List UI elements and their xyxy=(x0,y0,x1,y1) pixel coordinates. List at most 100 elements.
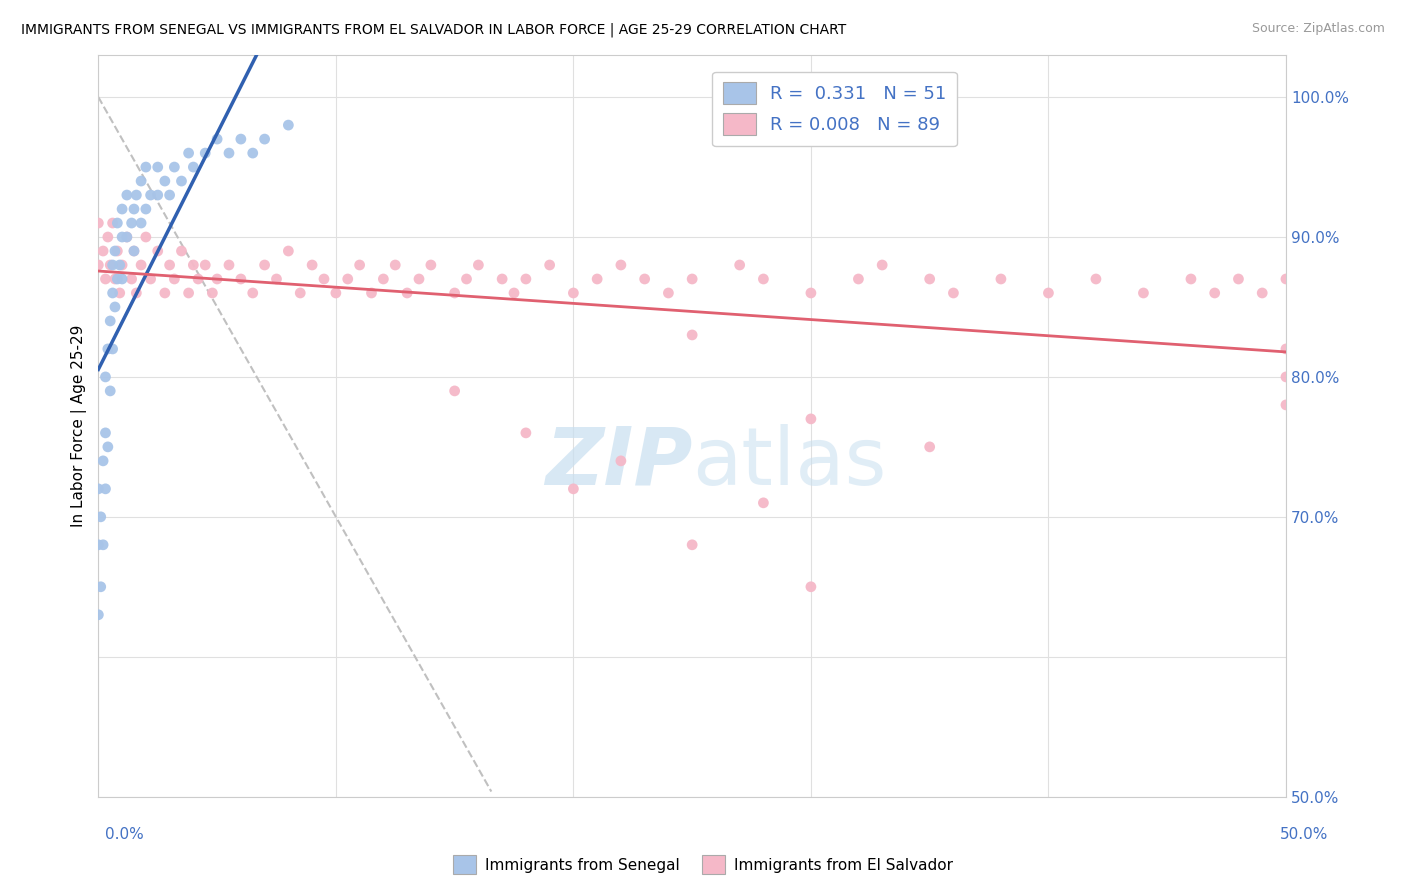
Point xyxy=(419,258,441,272)
Point xyxy=(1275,272,1298,286)
Point xyxy=(115,230,138,244)
Point xyxy=(681,272,703,286)
Point xyxy=(90,580,112,594)
Point xyxy=(135,202,157,216)
Point xyxy=(139,272,162,286)
Point xyxy=(115,188,138,202)
Point xyxy=(1038,285,1060,300)
Point xyxy=(918,272,941,286)
Point xyxy=(111,258,134,272)
Point xyxy=(153,174,176,188)
Point xyxy=(1132,285,1154,300)
Point xyxy=(253,258,276,272)
Point xyxy=(301,258,323,272)
Point xyxy=(681,328,703,343)
Point xyxy=(443,285,465,300)
Point xyxy=(194,146,217,161)
Point xyxy=(105,244,128,258)
Point xyxy=(408,272,430,286)
Point xyxy=(163,160,186,174)
Legend: R =  0.331   N = 51, R = 0.008   N = 89: R = 0.331 N = 51, R = 0.008 N = 89 xyxy=(713,71,957,146)
Point xyxy=(657,285,679,300)
Point xyxy=(159,258,181,272)
Point xyxy=(990,272,1012,286)
Point xyxy=(870,258,893,272)
Point xyxy=(153,285,176,300)
Text: Source: ZipAtlas.com: Source: ZipAtlas.com xyxy=(1251,22,1385,36)
Point xyxy=(129,258,152,272)
Point xyxy=(97,440,120,454)
Point xyxy=(242,146,264,161)
Point xyxy=(562,285,585,300)
Point xyxy=(443,384,465,398)
Point xyxy=(373,272,395,286)
Point xyxy=(177,146,200,161)
Point xyxy=(183,258,205,272)
Point xyxy=(87,258,110,272)
Point xyxy=(121,272,143,286)
Point xyxy=(728,258,751,272)
Point xyxy=(918,440,941,454)
Point xyxy=(146,244,169,258)
Text: 0.0%: 0.0% xyxy=(105,827,145,841)
Point xyxy=(129,216,152,230)
Point xyxy=(201,285,224,300)
Point xyxy=(800,412,823,426)
Point xyxy=(101,342,124,356)
Point xyxy=(97,342,120,356)
Point xyxy=(94,272,117,286)
Point xyxy=(91,244,114,258)
Point xyxy=(146,188,169,202)
Point xyxy=(515,425,537,440)
Point xyxy=(277,244,299,258)
Point xyxy=(170,174,193,188)
Point xyxy=(360,285,382,300)
Point xyxy=(104,244,127,258)
Point xyxy=(229,132,252,146)
Point xyxy=(1204,285,1226,300)
Point xyxy=(562,482,585,496)
Point xyxy=(538,258,561,272)
Text: atlas: atlas xyxy=(692,424,887,502)
Point xyxy=(396,285,419,300)
Point xyxy=(1275,398,1298,412)
Point xyxy=(94,482,117,496)
Point xyxy=(146,160,169,174)
Point xyxy=(194,258,217,272)
Point xyxy=(139,188,162,202)
Point xyxy=(122,244,145,258)
Point xyxy=(942,285,965,300)
Point xyxy=(101,285,124,300)
Point xyxy=(177,285,200,300)
Point xyxy=(122,244,145,258)
Point xyxy=(752,496,775,510)
Point xyxy=(312,272,335,286)
Point xyxy=(135,160,157,174)
Point xyxy=(108,258,131,272)
Point xyxy=(187,272,209,286)
Point xyxy=(218,146,240,161)
Point xyxy=(515,272,537,286)
Point xyxy=(101,216,124,230)
Point xyxy=(633,272,655,286)
Point xyxy=(681,538,703,552)
Point xyxy=(491,272,513,286)
Point xyxy=(266,272,288,286)
Point xyxy=(242,285,264,300)
Point xyxy=(163,272,186,286)
Text: 50.0%: 50.0% xyxy=(1281,827,1329,841)
Point xyxy=(90,509,112,524)
Point xyxy=(800,285,823,300)
Point xyxy=(111,202,134,216)
Point xyxy=(94,425,117,440)
Point xyxy=(610,258,633,272)
Point xyxy=(159,188,181,202)
Point xyxy=(108,285,131,300)
Point xyxy=(129,174,152,188)
Point xyxy=(125,285,148,300)
Y-axis label: In Labor Force | Age 25-29: In Labor Force | Age 25-29 xyxy=(72,325,87,527)
Point xyxy=(229,272,252,286)
Point xyxy=(125,188,148,202)
Point xyxy=(848,272,870,286)
Point xyxy=(1180,272,1202,286)
